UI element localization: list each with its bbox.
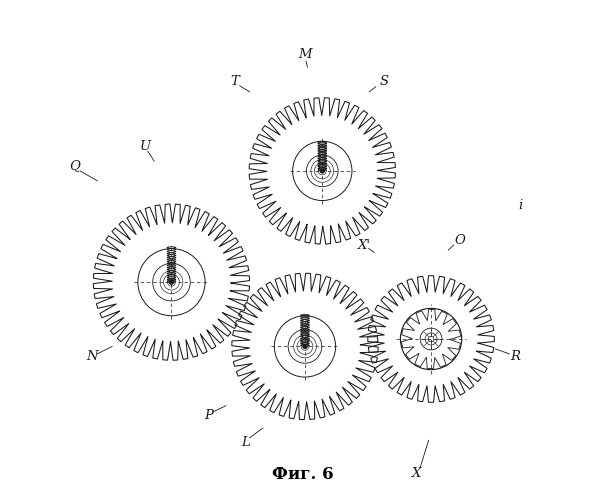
Text: N: N <box>87 350 98 363</box>
Text: M: M <box>298 48 312 61</box>
Text: i: i <box>518 199 522 212</box>
Text: P: P <box>204 409 213 422</box>
Text: R: R <box>510 350 520 363</box>
Text: O: O <box>454 234 465 246</box>
Text: Фиг. 6: Фиг. 6 <box>272 466 333 483</box>
Text: X: X <box>411 467 421 480</box>
Circle shape <box>303 344 307 348</box>
Text: S: S <box>379 76 388 88</box>
Circle shape <box>169 280 174 284</box>
Text: Q: Q <box>70 160 80 172</box>
Text: L: L <box>241 436 250 450</box>
Text: T: T <box>231 76 239 88</box>
Text: X': X' <box>358 238 371 252</box>
Text: U: U <box>140 140 151 152</box>
Circle shape <box>320 169 324 173</box>
